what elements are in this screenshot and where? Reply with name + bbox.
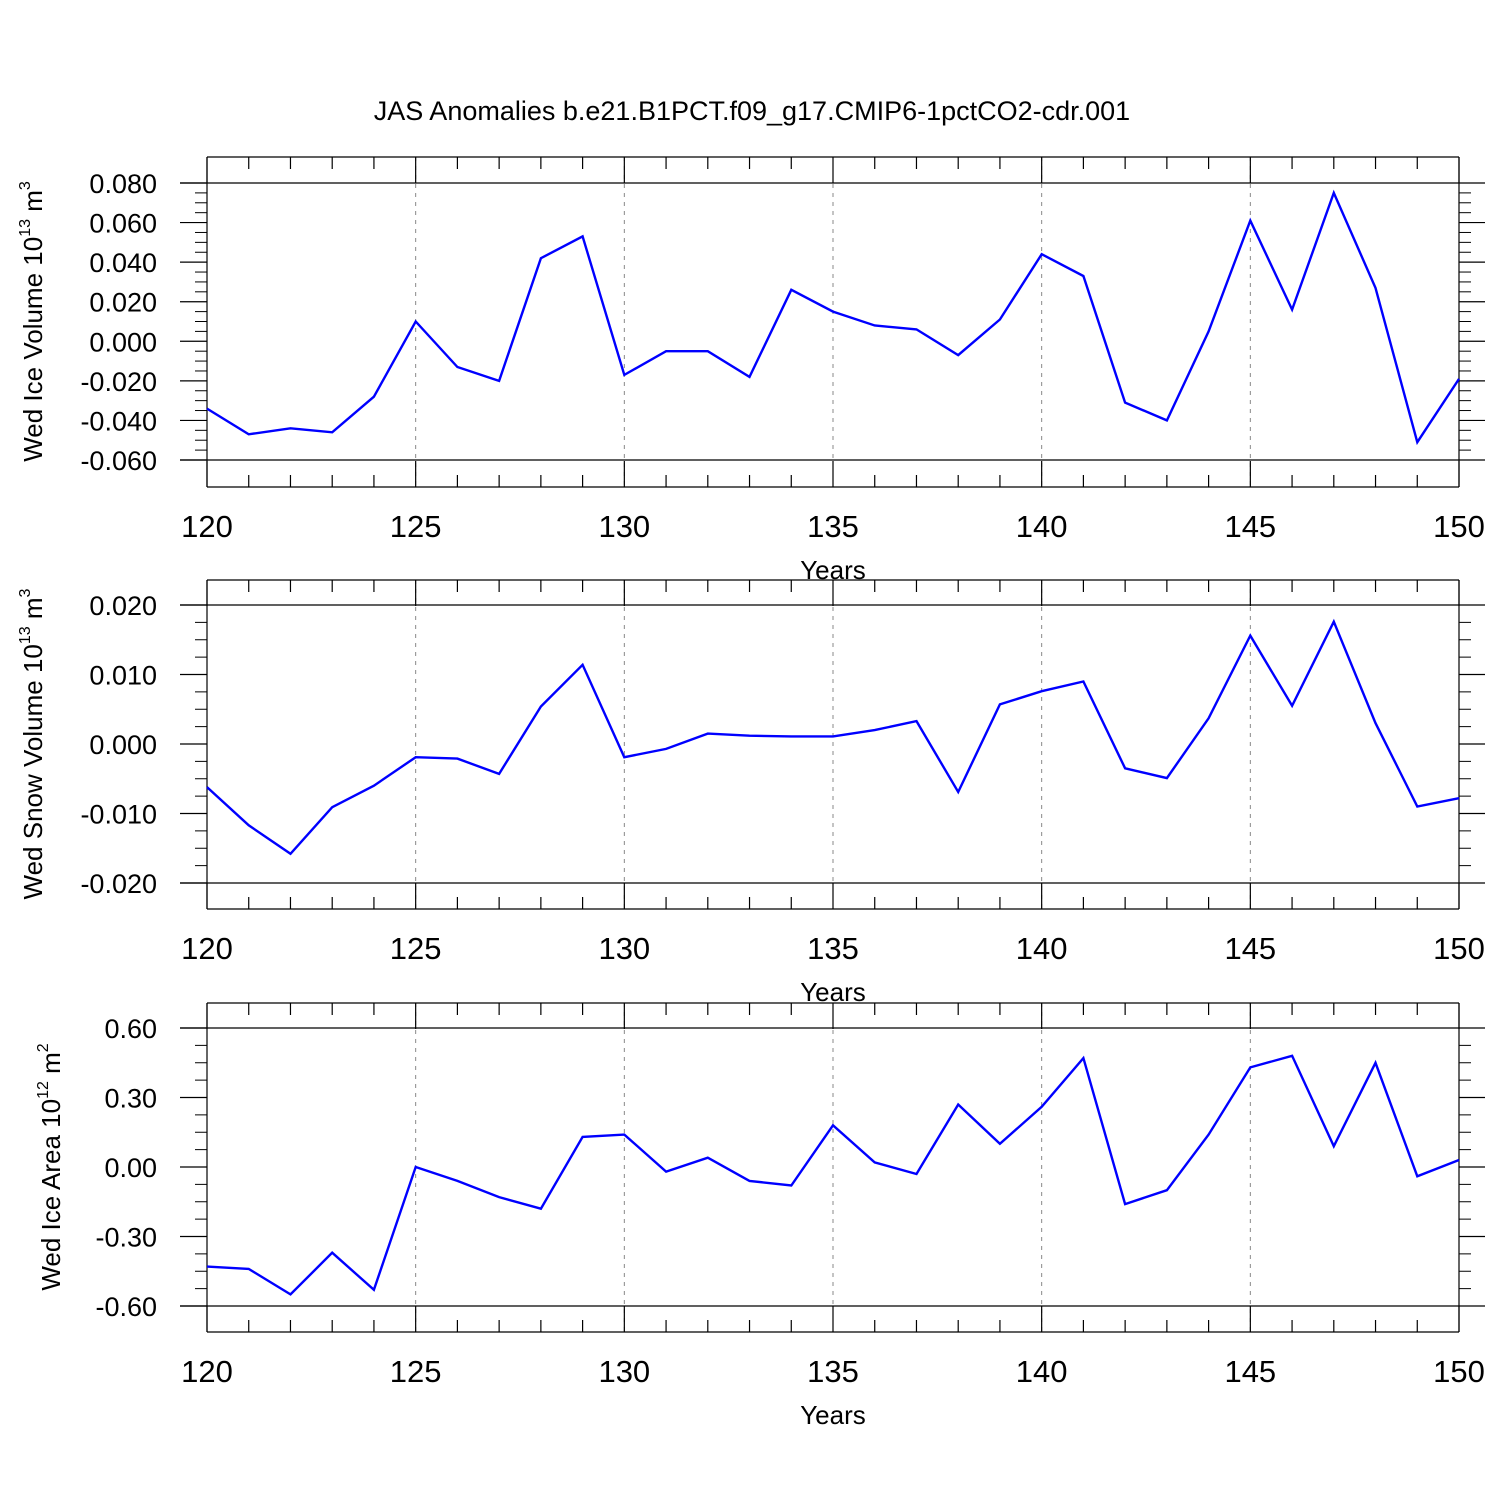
y-tick-label: -0.60 [95,1292,157,1322]
x-tick-label: 130 [598,931,650,966]
x-axis-label: Years [800,1400,866,1430]
x-tick-label: 140 [1016,931,1068,966]
x-tick-label: 140 [1016,509,1068,544]
x-tick-label: 125 [390,931,442,966]
y-tick-label: -0.30 [95,1223,157,1253]
x-tick-label: 120 [181,1354,233,1389]
y-tick-label: 0.60 [104,1014,157,1044]
x-tick-label: 120 [181,931,233,966]
y-tick-label: 0.000 [89,327,157,357]
y-tick-label: 0.30 [104,1084,157,1114]
panel-2: -0.020 -0.010 0.000 0.010 0.020 120 125 130 135 1… [17,579,1485,1007]
x-tick-label: 130 [598,509,650,544]
panel-3: -0.60 -0.30 0.00 0.30 0.60 120 125 130 135 140 145… [35,1002,1485,1430]
chart-title: JAS Anomalies b.e21.B1PCT.f09_g17.CMIP6-… [374,96,1130,126]
y-tick-label: -0.040 [80,406,157,436]
y-axis-label: Wed Ice Area 1012 m2 [35,1043,66,1290]
y-axis-label: Wed Ice Volume 1013 m3 [17,181,48,462]
panel-1: -0.060 -0.040 -0.020 0.000 0.020 0.040 0.060 0.… [17,156,1485,585]
series-line [206,618,1460,856]
x-tick-label: 150 [1433,509,1485,544]
x-tick-label: 150 [1433,931,1485,966]
y-tick-label: -0.020 [80,869,157,899]
x-tick-label: 135 [807,931,859,966]
y-tick-label: 0.000 [89,730,157,760]
y-tick-label: 0.080 [89,169,157,199]
y-axis-label: Wed Snow Volume 1013 m3 [17,588,48,899]
y-tick-label: 0.040 [89,248,157,278]
x-tick-label: 120 [181,509,233,544]
y-tick-label: 0.010 [89,661,157,691]
y-tick-label: 0.020 [89,591,157,621]
x-tick-label: 145 [1224,1354,1276,1389]
panels-group: -0.060 -0.040 -0.020 0.000 0.020 0.040 0.060 0.… [17,156,1485,1430]
x-tick-label: 150 [1433,1354,1485,1389]
x-tick-label: 130 [598,1354,650,1389]
y-tick-label: 0.020 [89,288,157,318]
x-tick-label: 125 [390,509,442,544]
y-tick-label: -0.020 [80,367,157,397]
x-tick-label: 145 [1224,509,1276,544]
x-tick-label: 135 [807,509,859,544]
x-tick-label: 145 [1224,931,1276,966]
y-tick-label: 0.00 [104,1153,157,1183]
y-tick-label: 0.060 [89,209,157,239]
x-tick-label: 140 [1016,1354,1068,1389]
x-tick-label: 135 [807,1354,859,1389]
y-tick-label: -0.060 [80,446,157,476]
x-tick-label: 125 [390,1354,442,1389]
x-axis-label: Years [800,977,866,1007]
y-tick-label: -0.010 [80,800,157,830]
